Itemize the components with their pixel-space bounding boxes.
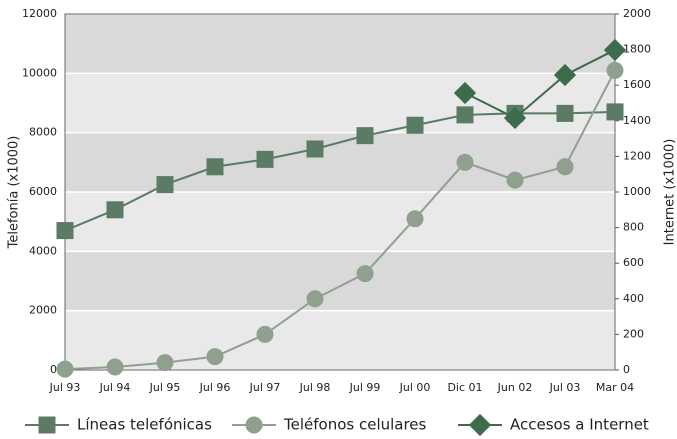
legend-label: Líneas telefónicas <box>77 416 212 434</box>
y-tick-label: 8000 <box>29 126 57 139</box>
plot-frame <box>64 13 616 371</box>
x-tick-label: Jul 03 <box>549 381 581 394</box>
x-tick-label: Jul 96 <box>199 381 231 394</box>
legend-marker <box>38 416 56 434</box>
y2-tick-label: 0 <box>623 363 630 376</box>
data-point <box>256 325 274 343</box>
y-tick-label: 10000 <box>22 66 57 79</box>
series-line <box>464 49 616 120</box>
x-tick-label: Mar 04 <box>596 381 634 394</box>
x-tick-label: Jul 98 <box>299 381 331 394</box>
data-point <box>503 106 527 130</box>
data-point <box>453 81 477 105</box>
legend-label: Accesos a Internet <box>510 416 649 434</box>
y2-tick-label: 1400 <box>623 114 651 127</box>
x-tick-label: Dic 01 <box>447 381 482 394</box>
data-point <box>456 153 474 171</box>
legend-label: Teléfonos celulares <box>283 416 427 434</box>
y2-tick-label: 1000 <box>623 185 651 198</box>
y2-tick-label: 1600 <box>623 78 651 91</box>
data-point <box>606 103 624 121</box>
x-tick-label: Jul 00 <box>399 381 431 394</box>
y-tick-label: 12000 <box>22 7 57 20</box>
y-tick-label: 6000 <box>29 185 57 198</box>
x-tick-label: Jul 97 <box>249 381 281 394</box>
data-point <box>206 348 224 366</box>
plot-band <box>65 73 615 133</box>
data-point <box>106 201 124 219</box>
y2-tick-label: 1800 <box>623 43 651 56</box>
x-tick-label: Jul 99 <box>349 381 381 394</box>
x-tick-label: Jul 93 <box>49 381 81 394</box>
data-point <box>456 106 474 124</box>
y-tick-label: 0 <box>50 363 57 376</box>
data-point <box>306 290 324 308</box>
data-point <box>606 61 624 79</box>
legend-marker <box>245 416 263 434</box>
data-point <box>556 104 574 122</box>
data-point <box>506 171 524 189</box>
y2-tick-label: 800 <box>623 221 644 234</box>
y-tick-label: 4000 <box>29 244 57 257</box>
data-point <box>553 63 577 87</box>
legend-marker <box>468 413 492 437</box>
x-tick-label: Jun 02 <box>497 381 533 394</box>
y2-tick-label: 400 <box>623 292 644 305</box>
y-axis-label: Telefonía (x1000) <box>7 136 22 250</box>
plot-band <box>65 251 615 311</box>
data-point <box>106 358 124 376</box>
data-point <box>603 38 627 62</box>
data-point <box>406 210 424 228</box>
y2-tick-label: 2000 <box>623 7 651 20</box>
x-tick-label: Jul 94 <box>99 381 131 394</box>
plot-band <box>65 310 615 370</box>
data-point <box>256 150 274 168</box>
data-point <box>206 158 224 176</box>
data-point <box>306 140 324 158</box>
data-point <box>56 360 74 378</box>
data-point <box>406 116 424 134</box>
data-point <box>356 265 374 283</box>
y2-tick-label: 1200 <box>623 149 651 162</box>
data-point <box>356 127 374 145</box>
x-tick-label: Jul 95 <box>149 381 181 394</box>
data-point <box>156 354 174 372</box>
y2-axis-label: Internet (x1000) <box>663 139 677 246</box>
data-point <box>56 222 74 240</box>
y2-tick-label: 600 <box>623 256 644 269</box>
data-point <box>156 176 174 194</box>
y-tick-label: 2000 <box>29 304 57 317</box>
plot-band <box>65 14 615 74</box>
y2-tick-label: 200 <box>623 327 644 340</box>
data-point <box>556 158 574 176</box>
plot-band <box>65 192 615 252</box>
